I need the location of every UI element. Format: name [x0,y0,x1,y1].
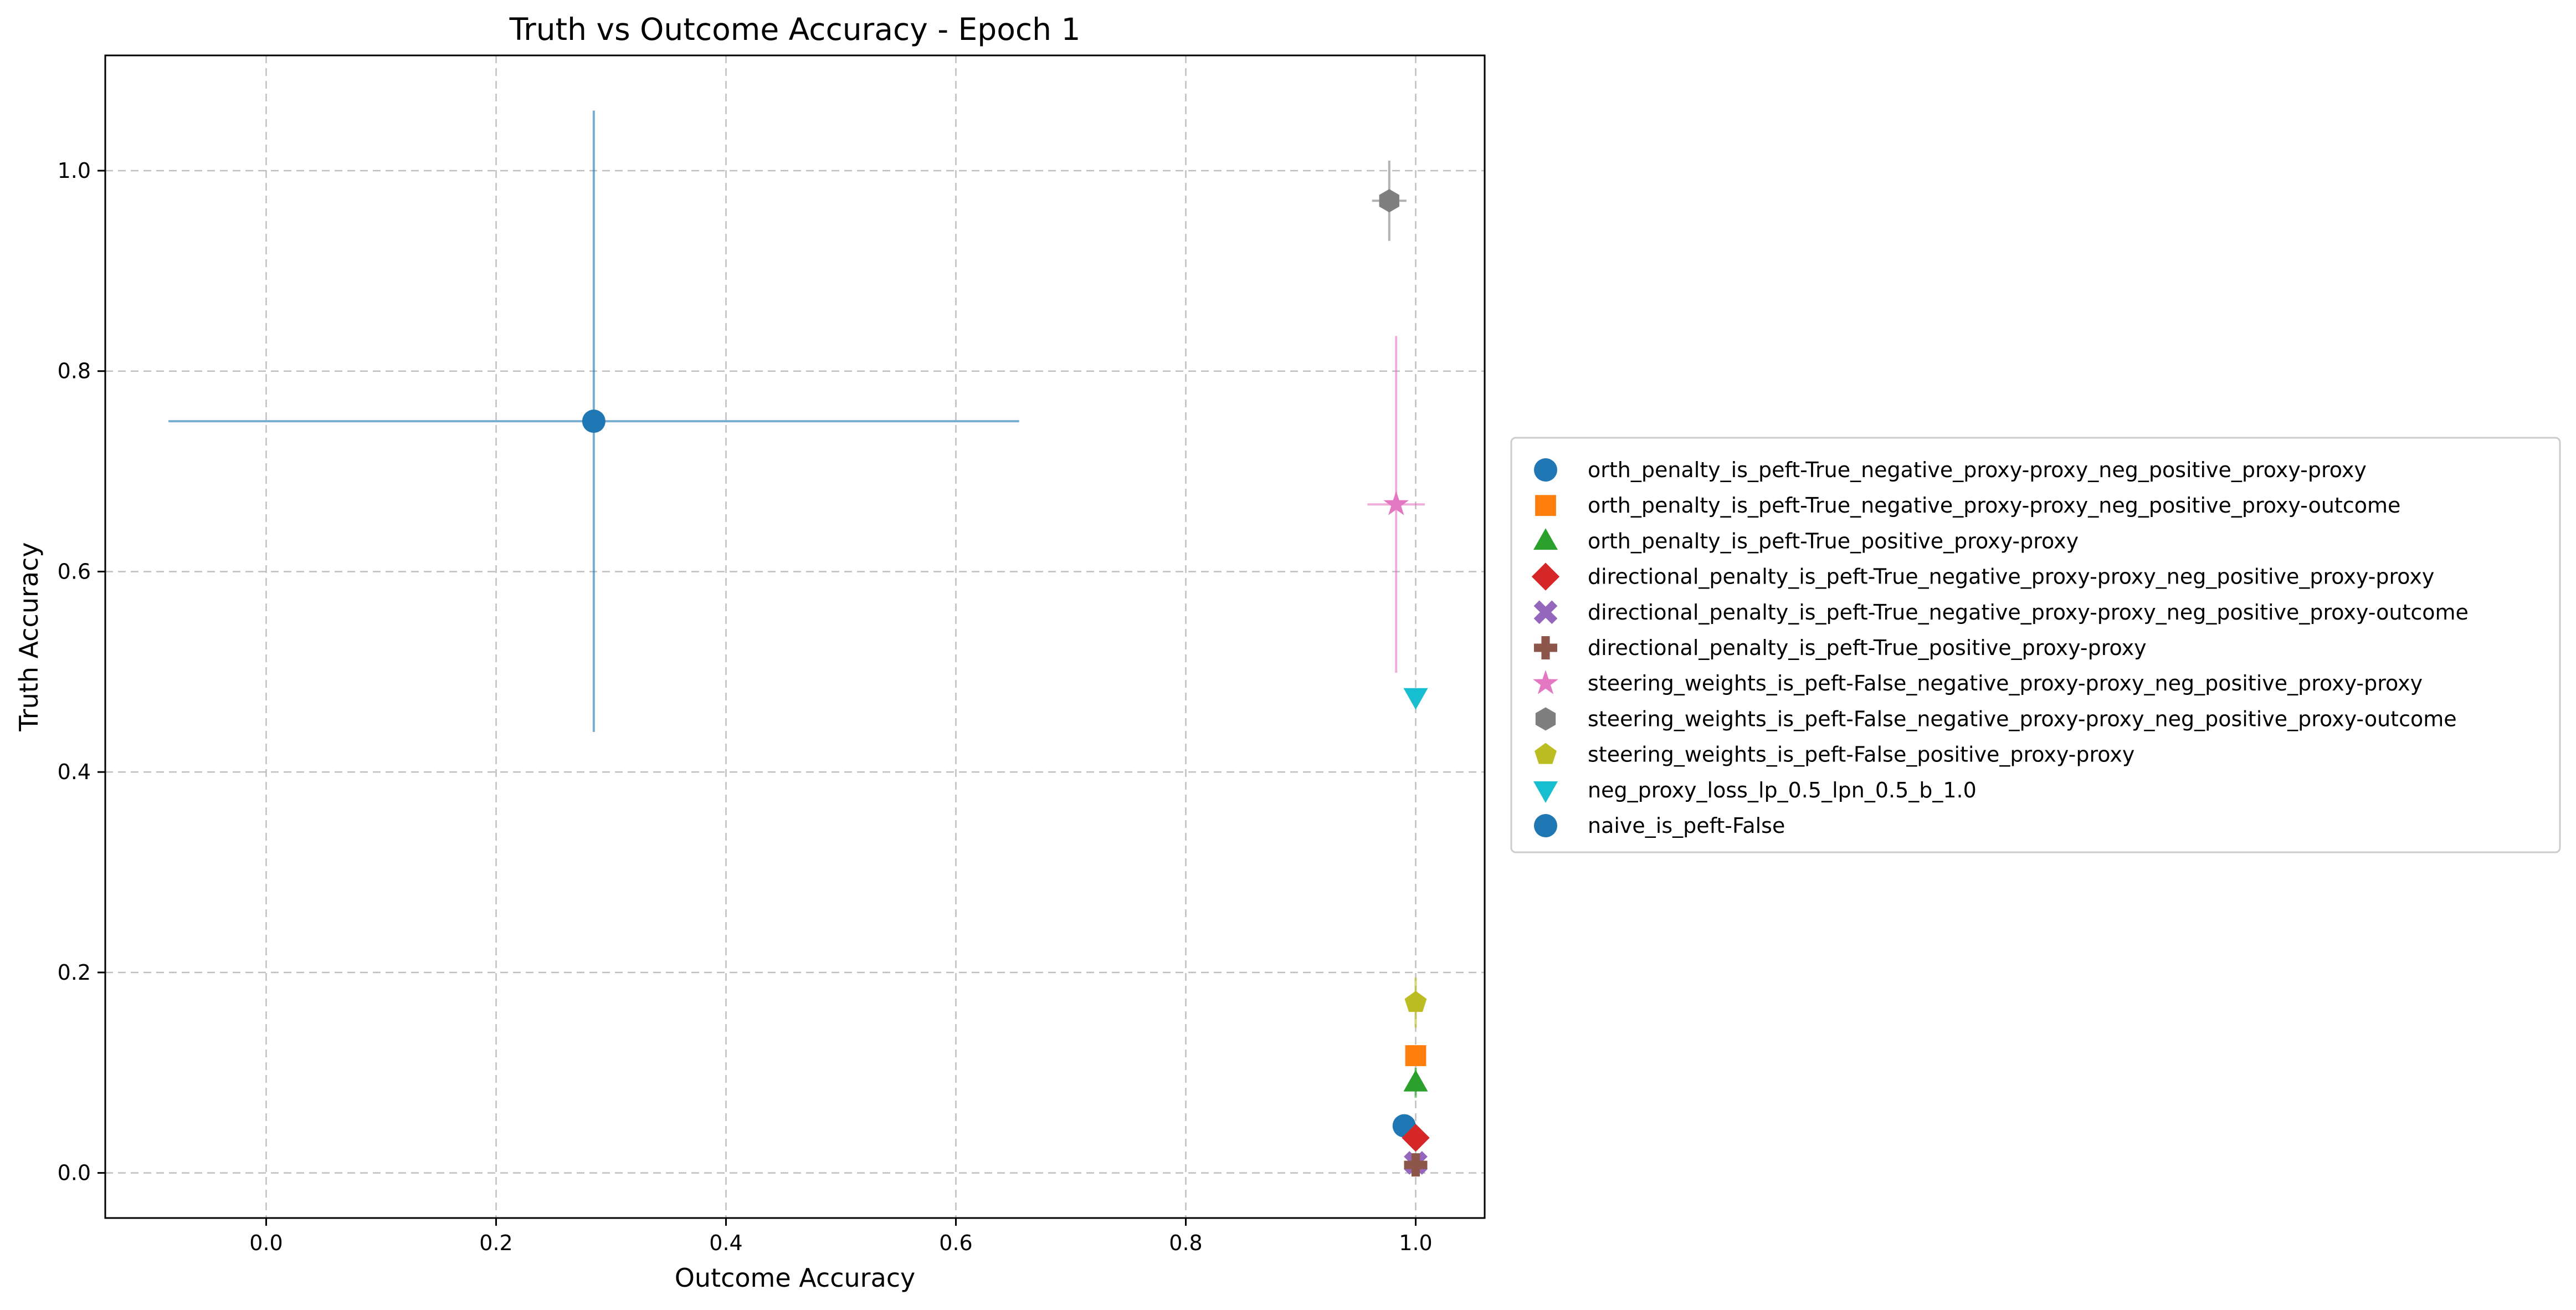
legend-label-8: steering_weights_is_peft-False_negative_… [1588,707,2457,731]
data-point-7 [1383,491,1409,515]
chart-title: Truth vs Outcome Accuracy - Epoch 1 [509,12,1081,47]
x-tick-label: 1.0 [1399,1231,1432,1255]
x-tick-label: 0.0 [249,1231,283,1255]
legend-marker-7 [1533,670,1558,694]
axis-ticks: 0.0 0.2 0.4 0.6 0.8 1.0 0.0 0.2 0.4 0.6 0.8 1.0 [58,158,1433,1255]
y-tick-label: 0.8 [58,359,91,383]
y-tick-label: 0.0 [58,1161,91,1185]
legend-marker-5 [1533,600,1558,625]
legend-label-2: orth_penalty_is_peft-True_negative_proxy… [1588,493,2400,518]
legend-marker-1 [1534,458,1557,482]
y-tick-label: 0.2 [58,960,91,985]
legend-label-1: orth_penalty_is_peft-True_negative_proxy… [1588,458,2367,482]
y-tick-label: 0.6 [58,559,91,584]
legend-label-10: neg_proxy_loss_lp_0.5_lpn_0.5_b_1.0 [1588,778,1977,802]
data-point-10 [1403,688,1428,710]
legend-label-3: orth_penalty_is_peft-True_positive_proxy… [1588,529,2079,553]
data-markers [582,189,1430,1177]
error-bars [168,110,1425,1098]
data-point-8 [1379,189,1399,213]
legend-marker-9 [1535,743,1557,764]
legend-marker-6 [1534,636,1557,659]
x-tick-label: 0.8 [1169,1231,1202,1255]
y-tick-label: 0.4 [58,760,91,784]
legend-label-11: naive_is_peft-False [1588,813,1785,838]
data-point-4 [1402,1124,1430,1152]
x-tick-label: 0.4 [709,1231,742,1255]
plot-area-frame [104,54,1486,1219]
legend-marker-10 [1533,781,1558,803]
grid-lines [105,55,1485,1218]
legend-label-6: directional_penalty_is_peft-True_positiv… [1588,636,2147,660]
legend-marker-11 [1534,814,1557,837]
y-tick-label: 1.0 [58,158,91,183]
data-point-6 [1404,1153,1428,1177]
data-point-2 [1405,1045,1426,1066]
legend-marker-5-shape [1533,600,1558,625]
x-tick-label: 0.6 [939,1231,972,1255]
x-axis-label: Outcome Accuracy [675,1263,916,1293]
data-point-11 [582,410,605,433]
legend-label-7: steering_weights_is_peft-False_negative_… [1588,671,2423,695]
x-tick-label: 0.2 [479,1231,512,1255]
legend-marker-2 [1535,495,1556,516]
legend: orth_penalty_is_peft-True_negative_proxy… [1510,437,2561,853]
legend-label-9: steering_weights_is_peft-False_positive_… [1588,743,2134,767]
legend-label-5: directional_penalty_is_peft-True_negativ… [1588,600,2469,625]
legend-box [1510,437,2561,853]
legend-marker-4 [1531,562,1560,591]
y-axis-label: Truth Accuracy [14,542,44,731]
legend-marker-3 [1533,528,1558,550]
data-point-9 [1404,991,1427,1012]
legend-label-4: directional_penalty_is_peft-True_negativ… [1588,565,2434,589]
legend-marker-8 [1535,707,1556,731]
data-point-3 [1403,1070,1428,1092]
